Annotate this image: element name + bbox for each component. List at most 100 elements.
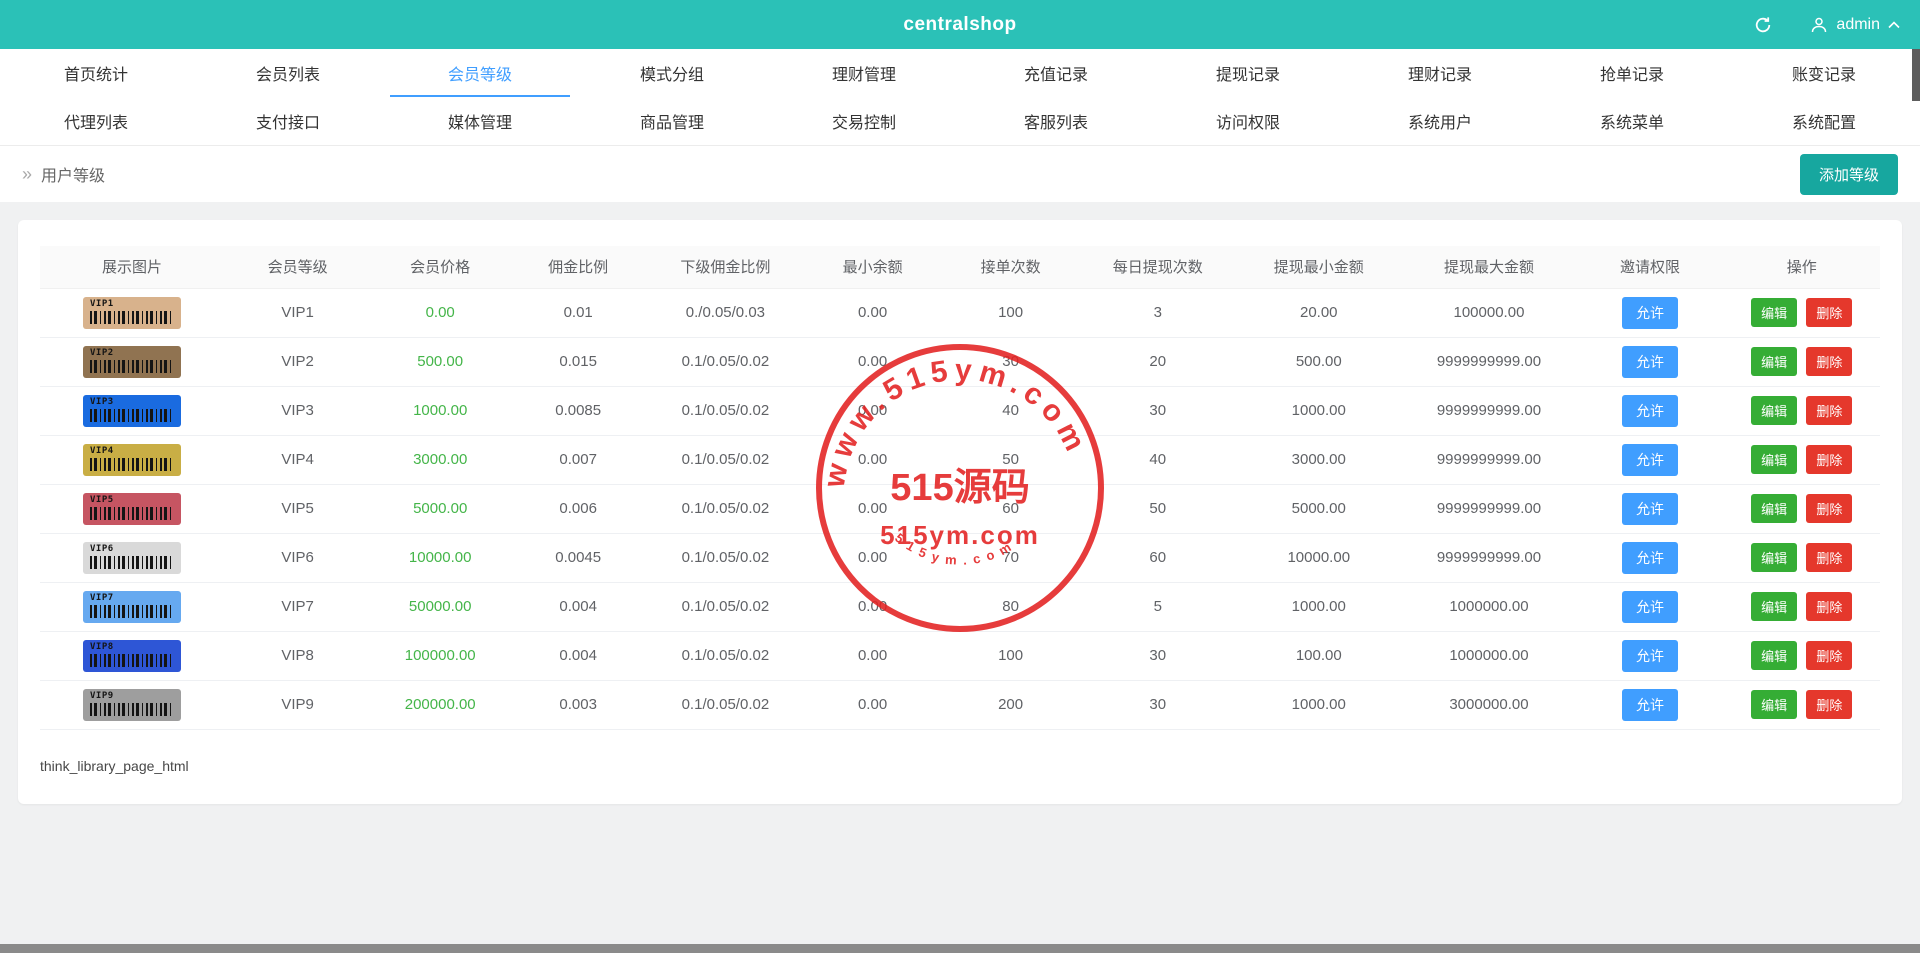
barcode-icon	[90, 702, 174, 716]
cell-display-image: VIP9	[40, 680, 224, 730]
level-card-label: VIP7	[90, 592, 114, 603]
level-card-image: VIP8	[83, 639, 181, 672]
nav-item[interactable]: 首页统计	[63, 67, 128, 84]
level-card-image: VIP3	[83, 394, 181, 427]
nav-item[interactable]: 媒体管理	[447, 115, 512, 132]
nav-item[interactable]: 模式分组	[639, 67, 704, 84]
delete-button[interactable]: 删除	[1806, 690, 1853, 719]
table-row: VIP5 VIP5 5000.00 0.006 0.1/0.05/0.02 0.…	[40, 484, 1880, 534]
column-header: 展示图片	[40, 246, 224, 289]
table-row: VIP3 VIP3 1000.00 0.0085 0.1/0.05/0.02 0…	[40, 386, 1880, 436]
nav-item[interactable]: 账变记录	[1791, 67, 1856, 84]
cell-commission: 0.004	[509, 631, 648, 681]
cell-sub-commission: 0.1/0.05/0.02	[647, 484, 804, 534]
edit-button[interactable]: 编辑	[1751, 690, 1798, 719]
delete-button[interactable]: 删除	[1806, 543, 1853, 572]
cell-min-balance: 0.00	[803, 386, 942, 436]
cell-min-withdraw: 10000.00	[1235, 533, 1402, 583]
edit-button[interactable]: 编辑	[1751, 592, 1798, 621]
delete-button[interactable]: 删除	[1806, 592, 1853, 621]
cell-commission: 0.015	[509, 337, 648, 387]
main-nav: 首页统计 会员列表 会员等级 模式分组 理财管理 充值记录 提现记录 理财记录 抢单记录 账变记录…	[0, 49, 1920, 146]
column-header: 最小余额	[803, 246, 942, 289]
nav-item[interactable]: 交易控制	[831, 115, 896, 132]
nav-item[interactable]: 抢单记录	[1599, 67, 1664, 84]
cell-max-withdraw: 1000000.00	[1401, 631, 1577, 681]
nav-item[interactable]: 访问权限	[1215, 115, 1280, 132]
nav-item[interactable]: 充值记录	[1023, 67, 1088, 84]
nav-item[interactable]: 系统用户	[1407, 115, 1472, 132]
nav-item[interactable]: 系统配置	[1791, 115, 1856, 132]
app-header: centralshop admin	[0, 0, 1920, 49]
nav-item[interactable]: 支付接口	[255, 115, 320, 132]
admin-menu[interactable]: admin	[1810, 16, 1900, 34]
allow-button[interactable]: 允许	[1621, 541, 1678, 574]
cell-orders: 40	[941, 386, 1080, 436]
cell-operations: 编辑 删除	[1723, 533, 1880, 583]
nav-item[interactable]: 客服列表	[1023, 115, 1088, 132]
cell-orders: 30	[941, 337, 1080, 387]
allow-button[interactable]: 允许	[1621, 688, 1678, 721]
breadcrumb-label: 用户等级	[41, 168, 106, 185]
nav-item[interactable]: 提现记录	[1215, 67, 1280, 84]
cell-sub-commission: 0.1/0.05/0.02	[647, 435, 804, 485]
barcode-icon	[90, 359, 174, 373]
cell-display-image: VIP6	[40, 533, 224, 583]
cell-daily-withdraw: 3	[1079, 288, 1236, 338]
delete-button[interactable]: 删除	[1806, 396, 1853, 425]
nav-item[interactable]: 理财管理	[831, 67, 896, 84]
nav-item[interactable]: 理财记录	[1407, 67, 1472, 84]
allow-button[interactable]: 允许	[1621, 296, 1678, 329]
cell-max-withdraw: 9999999999.00	[1401, 484, 1577, 534]
delete-button[interactable]: 删除	[1806, 641, 1853, 670]
cell-display-image: VIP3	[40, 386, 224, 436]
level-card-image: VIP5	[83, 492, 181, 525]
horizontal-scrollbar[interactable]	[0, 944, 1920, 953]
nav-item[interactable]: 商品管理	[639, 115, 704, 132]
cell-level: VIP3	[224, 386, 372, 436]
cell-invite-permission: 允许	[1576, 484, 1724, 534]
column-header: 会员价格	[371, 246, 510, 289]
nav-item[interactable]: 系统菜单	[1599, 115, 1664, 132]
table-row: VIP9 VIP9 200000.00 0.003 0.1/0.05/0.02 …	[40, 680, 1880, 730]
allow-button[interactable]: 允许	[1621, 394, 1678, 427]
refresh-button[interactable]	[1746, 8, 1780, 42]
table-row: VIP7 VIP7 50000.00 0.004 0.1/0.05/0.02 0…	[40, 582, 1880, 632]
edit-button[interactable]: 编辑	[1751, 494, 1798, 523]
add-level-button[interactable]: 添加等级	[1799, 153, 1898, 195]
cell-display-image: VIP4	[40, 435, 224, 485]
edit-button[interactable]: 编辑	[1751, 641, 1798, 670]
delete-button[interactable]: 删除	[1806, 494, 1853, 523]
column-header: 下级佣金比例	[647, 246, 804, 289]
edit-button[interactable]: 编辑	[1751, 396, 1798, 425]
allow-button[interactable]: 允许	[1621, 590, 1678, 623]
delete-button[interactable]: 删除	[1806, 347, 1853, 376]
nav-item[interactable]: 会员等级	[384, 49, 576, 97]
delete-button[interactable]: 删除	[1806, 445, 1853, 474]
allow-button[interactable]: 允许	[1621, 345, 1678, 378]
vertical-scrollbar[interactable]	[1912, 49, 1920, 944]
level-card-label: VIP9	[90, 690, 114, 701]
cell-display-image: VIP1	[40, 288, 224, 338]
app-title: centralshop	[903, 13, 1017, 35]
allow-button[interactable]: 允许	[1621, 443, 1678, 476]
allow-button[interactable]: 允许	[1621, 639, 1678, 672]
cell-daily-withdraw: 60	[1079, 533, 1236, 583]
delete-button[interactable]: 删除	[1806, 298, 1853, 327]
edit-button[interactable]: 编辑	[1751, 347, 1798, 376]
barcode-icon	[90, 310, 174, 324]
cell-level: VIP9	[224, 680, 372, 730]
vertical-scrollbar-thumb[interactable]	[1912, 49, 1920, 101]
edit-button[interactable]: 编辑	[1751, 445, 1798, 474]
cell-min-withdraw: 5000.00	[1235, 484, 1402, 534]
cell-level: VIP5	[224, 484, 372, 534]
page-content: 展示图片 会员等级 会员价格 佣金比例 下级佣金比例 最小余额 接单次数 每日提现次数 提现最小…	[0, 202, 1920, 822]
edit-button[interactable]: 编辑	[1751, 298, 1798, 327]
edit-button[interactable]: 编辑	[1751, 543, 1798, 572]
cell-operations: 编辑 删除	[1723, 288, 1880, 338]
nav-item[interactable]: 会员列表	[255, 67, 320, 84]
nav-item[interactable]: 代理列表	[63, 115, 128, 132]
cell-sub-commission: 0.1/0.05/0.02	[647, 533, 804, 583]
allow-button[interactable]: 允许	[1621, 492, 1678, 525]
cell-display-image: VIP2	[40, 337, 224, 387]
